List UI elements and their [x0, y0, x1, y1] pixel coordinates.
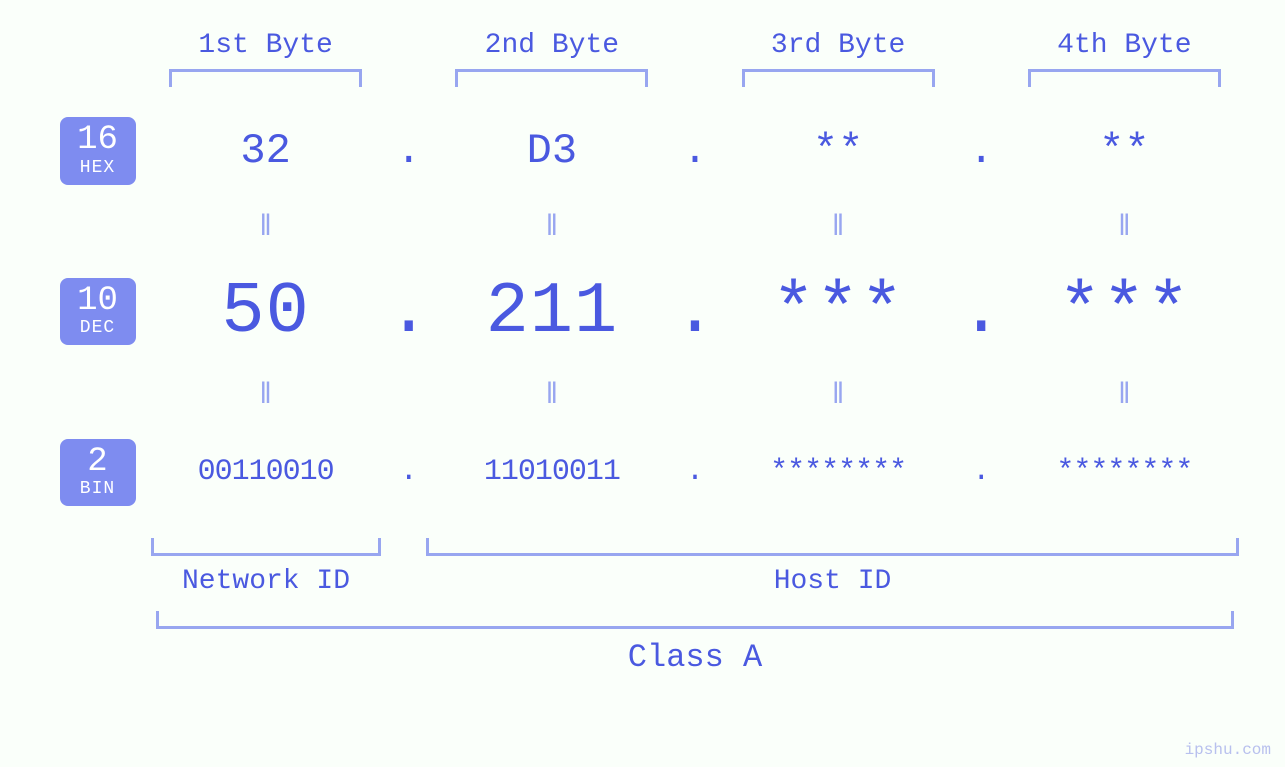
byte-headers-row: 1st Byte 2nd Byte 3rd Byte 4th Byte	[50, 30, 1245, 87]
dec-row: 10 DEC 50 . 211 . *** . ***	[50, 271, 1245, 353]
byte-header-4: 4th Byte	[1004, 30, 1245, 61]
section-brackets-row: Network ID Host ID	[50, 532, 1245, 597]
hex-base-label: HEX	[60, 159, 136, 178]
bracket-icon	[742, 69, 935, 87]
hex-row: 16 HEX 32 . D3 . ** . **	[50, 117, 1245, 185]
dec-badge: 10 DEC	[60, 278, 136, 346]
byte-header-3: 3rd Byte	[718, 30, 959, 61]
bin-byte-2: 11010011	[431, 455, 672, 489]
dot-separator: .	[959, 455, 1004, 489]
hex-byte-3: **	[718, 127, 959, 175]
dot-separator: .	[673, 271, 718, 353]
equals-row: ǁ ǁ ǁ ǁ	[50, 211, 1245, 245]
bin-byte-1: 00110010	[145, 455, 386, 489]
class-bracket-row: Class A	[50, 611, 1245, 676]
equals-icon: ǁ	[145, 211, 386, 245]
equals-icon: ǁ	[718, 211, 959, 245]
dec-byte-3: ***	[718, 271, 959, 353]
watermark: ipshu.com	[1185, 741, 1271, 759]
dec-byte-1: 50	[145, 271, 386, 353]
dot-separator: .	[959, 271, 1004, 353]
bin-byte-4: ********	[1004, 455, 1245, 489]
dot-separator: .	[673, 127, 718, 175]
network-id-label: Network ID	[151, 566, 381, 597]
bin-base-number: 2	[60, 445, 136, 481]
dec-byte-4: ***	[1004, 271, 1245, 353]
equals-icon: ǁ	[431, 379, 672, 413]
dot-separator: .	[386, 455, 431, 489]
dot-separator: .	[386, 127, 431, 175]
equals-icon: ǁ	[431, 211, 672, 245]
byte-header-1: 1st Byte	[145, 30, 386, 61]
hex-byte-2: D3	[431, 127, 672, 175]
hex-base-number: 16	[60, 123, 136, 159]
hex-byte-4: **	[1004, 127, 1245, 175]
hex-byte-1: 32	[145, 127, 386, 175]
equals-row: ǁ ǁ ǁ ǁ	[50, 379, 1245, 413]
bin-base-label: BIN	[60, 480, 136, 499]
byte-header-2: 2nd Byte	[431, 30, 672, 61]
equals-icon: ǁ	[1004, 211, 1245, 245]
bin-badge: 2 BIN	[60, 439, 136, 507]
dot-separator: .	[673, 455, 718, 489]
bracket-icon	[455, 69, 648, 87]
host-id-label: Host ID	[426, 566, 1239, 597]
bracket-icon	[156, 611, 1234, 629]
bin-row: 2 BIN 00110010 . 11010011 . ******** . *…	[50, 439, 1245, 507]
bracket-icon	[426, 538, 1239, 556]
equals-icon: ǁ	[145, 379, 386, 413]
dec-base-number: 10	[60, 284, 136, 320]
bracket-icon	[169, 69, 362, 87]
dot-separator: .	[386, 271, 431, 353]
equals-icon: ǁ	[1004, 379, 1245, 413]
ip-class-label: Class A	[145, 639, 1245, 676]
bin-byte-3: ********	[718, 455, 959, 489]
dot-separator: .	[959, 127, 1004, 175]
dec-base-label: DEC	[60, 319, 136, 338]
ip-breakdown-diagram: 1st Byte 2nd Byte 3rd Byte 4th Byte 16 H…	[0, 0, 1285, 767]
equals-icon: ǁ	[718, 379, 959, 413]
bracket-icon	[151, 538, 381, 556]
hex-badge: 16 HEX	[60, 117, 136, 185]
bracket-icon	[1028, 69, 1221, 87]
dec-byte-2: 211	[431, 271, 672, 353]
